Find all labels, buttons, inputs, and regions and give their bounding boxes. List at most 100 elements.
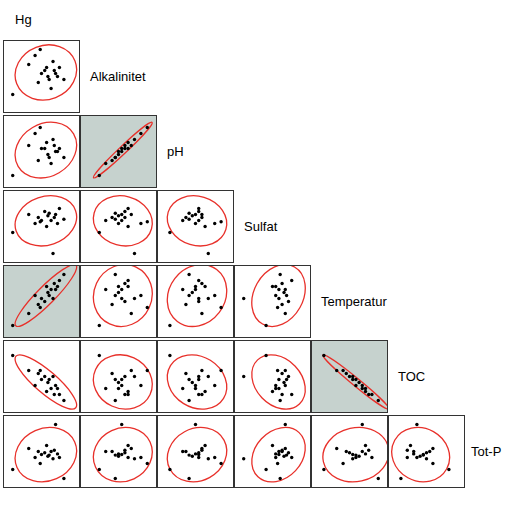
point bbox=[335, 447, 338, 450]
confidence-ellipse bbox=[83, 266, 156, 336]
point bbox=[203, 444, 206, 447]
point bbox=[53, 144, 56, 147]
point bbox=[271, 390, 274, 393]
point bbox=[104, 162, 107, 165]
point bbox=[364, 444, 367, 447]
point bbox=[49, 219, 52, 222]
point bbox=[39, 369, 42, 372]
point bbox=[406, 449, 409, 452]
point bbox=[27, 144, 30, 147]
plot-area bbox=[161, 191, 233, 255]
point bbox=[98, 231, 101, 234]
point bbox=[194, 288, 197, 291]
point bbox=[11, 324, 14, 327]
point bbox=[126, 390, 129, 393]
point bbox=[11, 354, 14, 357]
point bbox=[45, 444, 48, 447]
point bbox=[203, 390, 206, 393]
point bbox=[53, 216, 56, 219]
point bbox=[56, 387, 59, 390]
point bbox=[39, 48, 42, 51]
point bbox=[322, 468, 325, 471]
point bbox=[213, 222, 216, 225]
point bbox=[219, 462, 222, 465]
point bbox=[54, 423, 57, 426]
point bbox=[54, 288, 57, 291]
plot-area bbox=[241, 417, 310, 487]
point bbox=[187, 477, 190, 480]
point bbox=[200, 216, 203, 219]
plot-area bbox=[8, 191, 79, 255]
point bbox=[194, 285, 197, 288]
point bbox=[98, 174, 101, 177]
point bbox=[194, 384, 197, 387]
variable-label: TOC bbox=[398, 369, 425, 384]
variable-label: Tot-P bbox=[471, 444, 501, 459]
point bbox=[45, 225, 48, 228]
point bbox=[49, 288, 52, 291]
panel bbox=[81, 255, 163, 338]
point bbox=[54, 213, 57, 216]
point bbox=[168, 354, 171, 357]
point bbox=[345, 372, 348, 375]
point bbox=[422, 453, 425, 456]
point bbox=[200, 312, 203, 315]
point bbox=[197, 451, 200, 454]
point bbox=[123, 210, 126, 213]
panel bbox=[81, 189, 159, 262]
point bbox=[197, 207, 200, 210]
point bbox=[117, 291, 120, 294]
point bbox=[277, 387, 280, 390]
point bbox=[200, 213, 203, 216]
point bbox=[133, 252, 136, 255]
point bbox=[126, 207, 129, 210]
confidence-ellipse bbox=[6, 418, 79, 487]
point bbox=[46, 153, 49, 156]
point bbox=[351, 378, 354, 381]
point bbox=[285, 294, 288, 297]
point bbox=[62, 78, 65, 81]
point bbox=[207, 457, 210, 460]
point bbox=[27, 369, 30, 372]
point bbox=[33, 294, 36, 297]
point bbox=[98, 354, 101, 357]
panel bbox=[382, 416, 465, 493]
plot-area bbox=[158, 417, 233, 487]
panel-frame bbox=[4, 266, 80, 338]
confidence-ellipse bbox=[321, 352, 387, 412]
point bbox=[264, 354, 267, 357]
point bbox=[27, 447, 30, 450]
point bbox=[51, 60, 54, 63]
plot-area bbox=[84, 418, 156, 487]
point bbox=[40, 147, 43, 150]
point bbox=[377, 399, 380, 402]
plot-area bbox=[389, 417, 459, 487]
point bbox=[123, 282, 126, 285]
confidence-ellipse bbox=[241, 344, 310, 412]
point bbox=[126, 444, 129, 447]
point bbox=[114, 378, 117, 381]
panel-frame bbox=[389, 416, 465, 488]
point bbox=[287, 375, 290, 378]
point bbox=[114, 477, 117, 480]
confidence-ellipse bbox=[9, 348, 79, 412]
point bbox=[117, 387, 120, 390]
point bbox=[53, 393, 56, 396]
point bbox=[133, 297, 136, 300]
point bbox=[194, 222, 197, 225]
point bbox=[187, 273, 190, 276]
point bbox=[447, 468, 450, 471]
point bbox=[114, 399, 117, 402]
point bbox=[114, 156, 117, 159]
point bbox=[45, 285, 48, 288]
point bbox=[47, 78, 50, 81]
point bbox=[415, 456, 418, 459]
point bbox=[354, 453, 357, 456]
point bbox=[46, 291, 49, 294]
confidence-ellipse bbox=[158, 417, 233, 487]
point bbox=[47, 156, 50, 159]
point bbox=[277, 297, 280, 300]
point bbox=[45, 390, 48, 393]
point bbox=[33, 222, 36, 225]
plot-area bbox=[241, 344, 310, 412]
